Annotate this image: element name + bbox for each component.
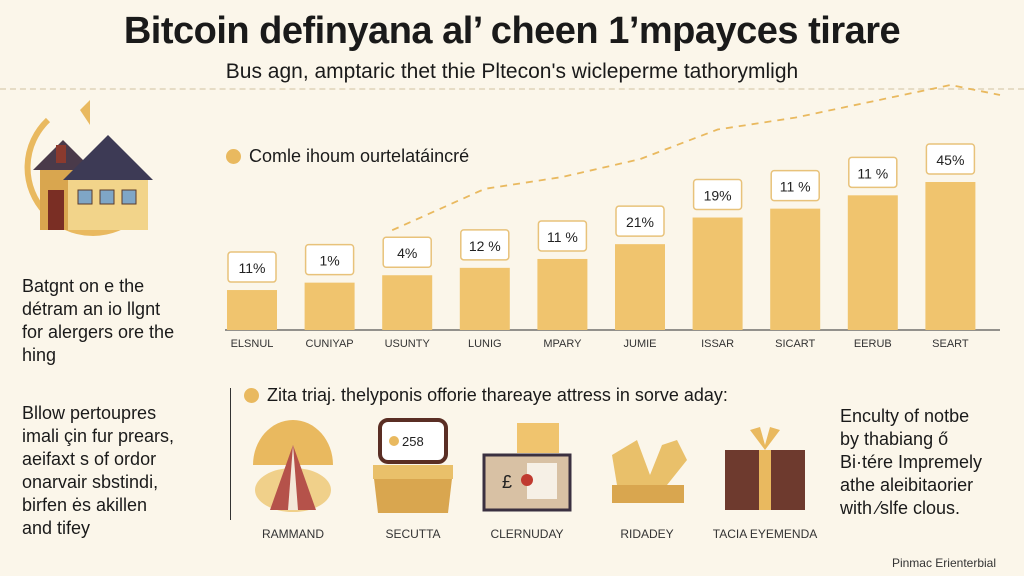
bar (770, 208, 821, 330)
category-label: SEART (932, 338, 969, 350)
umbrella-tent-icon (253, 420, 333, 512)
data-label-box (227, 251, 277, 283)
category-label: JUMIE (624, 338, 657, 350)
house-icon (24, 100, 153, 236)
data-label: 11 % (780, 179, 811, 195)
left-description-2: Bllow pertoupres imali çin fur prears, a… (22, 402, 212, 540)
timeline-line (230, 388, 231, 520)
bar (615, 244, 665, 330)
bar (459, 267, 510, 330)
bullet-icon (244, 388, 259, 403)
svg-text:£: £ (502, 472, 512, 492)
chart-title-text: Comle ihoum ourtelatáincré (249, 146, 470, 166)
text-line: aeifaxt s of ordor (22, 449, 157, 469)
category-label: LUNIG (468, 338, 502, 350)
item-label: SECUTTA (385, 527, 441, 541)
bar (227, 290, 277, 330)
text-line: and tifey (22, 518, 91, 538)
data-label: 4% (397, 245, 417, 261)
category-label: EERUB (854, 338, 892, 350)
data-label-box (615, 205, 665, 237)
page-subtitle: Bus agn, amptaric thet thie Pltecon's wi… (225, 60, 799, 83)
item-label: CLERNUDAY (490, 527, 564, 541)
data-label-box (304, 243, 355, 276)
text-line: by thabiang ő (840, 429, 949, 449)
bar (692, 217, 743, 330)
box-badge: 258 (402, 434, 424, 449)
bar (925, 182, 976, 330)
data-label: 45% (936, 152, 964, 168)
text-line: hing (22, 345, 57, 365)
data-label-box (537, 220, 588, 252)
category-label: SICART (775, 338, 815, 350)
footer-credit: Pinmac Erienterbial (891, 556, 996, 570)
data-label: 11 % (857, 165, 888, 181)
text-line: imali çin fur prears, (22, 426, 175, 446)
data-label: 1% (319, 253, 339, 269)
text-line: for alergers ore the (22, 322, 175, 342)
bar (537, 258, 588, 330)
data-label-box (770, 169, 820, 202)
data-label: 19% (704, 188, 732, 204)
data-label: 11% (239, 260, 266, 276)
data-label-box (460, 229, 510, 261)
category-label: ELSNUL (231, 338, 274, 350)
bar (382, 275, 433, 330)
data-label-box (382, 236, 432, 268)
text-line: Bi·tére Impremely (840, 452, 983, 472)
data-label: 12 % (469, 238, 501, 254)
chart-title: Comle ihoum ourtelatáincré (226, 146, 469, 167)
text-line: birfen ės akillen (22, 495, 148, 515)
item-label: TACIA EYEMENDA (712, 527, 818, 541)
category-label: ISSAR (701, 338, 734, 350)
data-label: 11 % (547, 229, 578, 245)
text-line: Enculty of notbe (840, 406, 970, 426)
left-description-1: Batgnt on e the détram an io llgnt for a… (22, 275, 212, 367)
text-line: with ⁄slfe clous. (840, 498, 961, 518)
page-title: Bitcoin definyana al’ cheen 1’mpayces ti… (123, 10, 901, 52)
section-title: Zita triaj. thelyponis offorie thareaye … (244, 385, 728, 406)
category-label: CUNIYAP (306, 338, 354, 350)
data-label-box (925, 143, 976, 175)
item-label: RAMMAND (262, 527, 324, 541)
gift-box-icon (725, 427, 805, 510)
text-line: Batgnt on e the (22, 276, 145, 296)
text-line: Bllow pertoupres (22, 403, 157, 423)
category-label: USUNTY (385, 338, 431, 350)
item-label: RIDADEY (620, 527, 674, 541)
text-line: athe aleibitaorier (840, 475, 974, 495)
wallet-icon: £ (482, 423, 572, 512)
data-label-box (848, 156, 898, 189)
divider (0, 88, 1024, 90)
bullet-icon (226, 149, 241, 164)
right-description: Enculty of notbe by thabiang ő Bi·tére I… (840, 405, 1020, 520)
bar-chart: 11% ELSNUL 1% CUNIYAP 4% USUNTY 12 % LUNIG 11 % M… (225, 84, 1001, 350)
text-line: détram an io llgnt (22, 299, 161, 319)
section-title-text: Zita triaj. thelyponis offorie thareaye … (267, 385, 728, 405)
bar (847, 195, 898, 330)
text-line: onarvair sbstindi, (22, 472, 159, 492)
data-label-box (692, 178, 743, 211)
category-label: MPARY (543, 338, 582, 350)
bar (304, 282, 355, 330)
trend-line (391, 84, 1001, 232)
data-label: 21% (626, 214, 654, 230)
treasure-box-icon: 258 (373, 418, 453, 513)
broken-crate-icon (612, 440, 687, 503)
